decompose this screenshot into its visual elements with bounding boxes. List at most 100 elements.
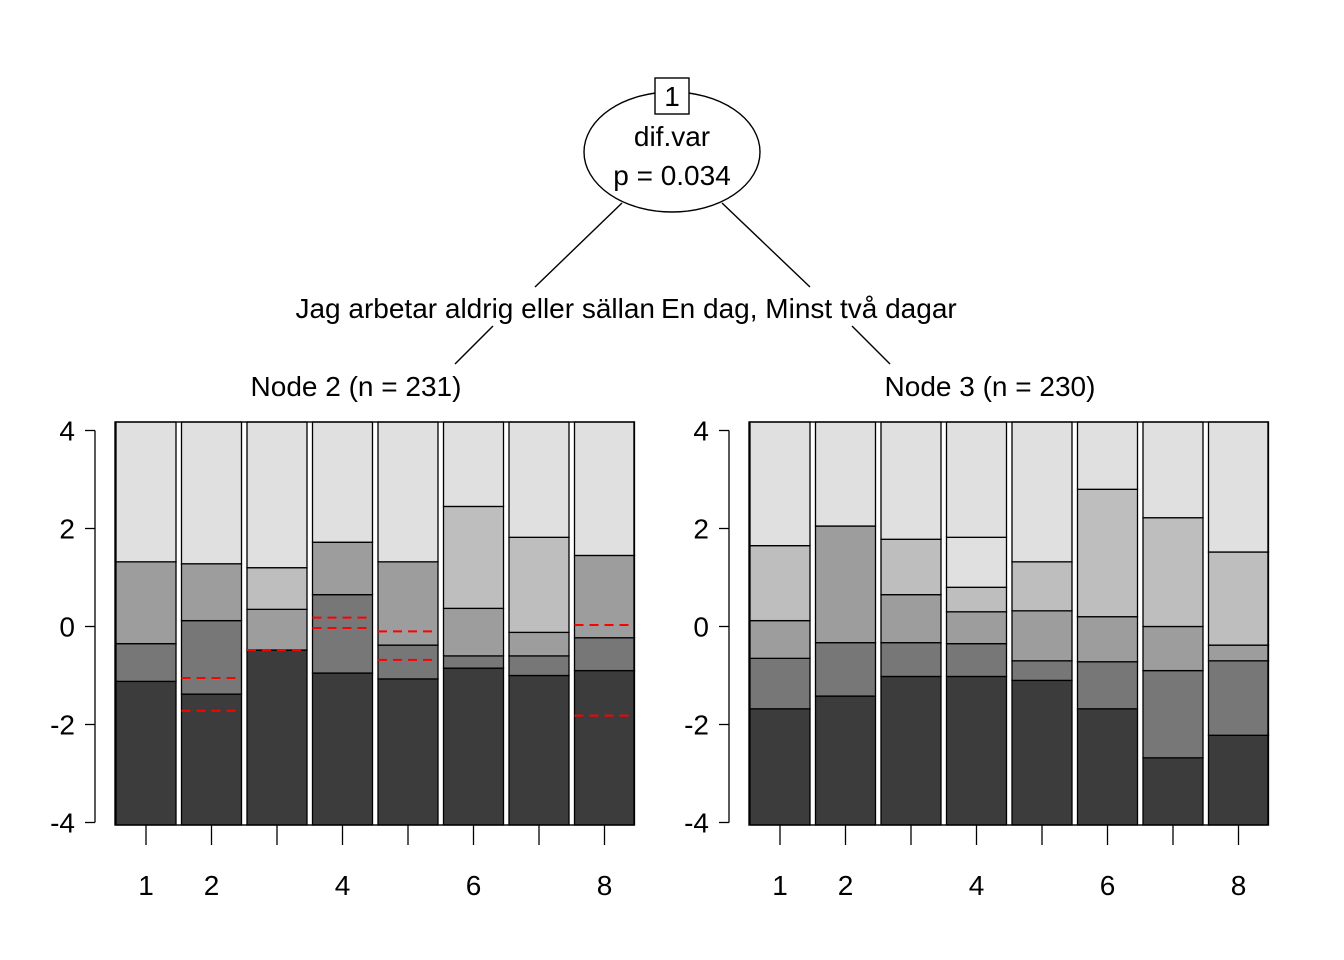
- bar-4-segment-2: [311, 594, 374, 674]
- bar-6-segment-4: [1076, 488, 1139, 618]
- edge-root-right-lower: [851, 325, 891, 365]
- x-tick-label: 1: [138, 870, 154, 901]
- bar-5-segment-3: [1011, 610, 1073, 662]
- bar-7-segment-3: [1142, 625, 1204, 672]
- bar-8-segment-3: [1207, 644, 1270, 662]
- bar-5-segment-5: [1011, 421, 1073, 563]
- bar-2-segment-3: [180, 563, 243, 622]
- bar-4-segment-3: [311, 541, 374, 596]
- bar-8-segment-2: [1207, 660, 1270, 736]
- y-tick-label: 0: [59, 612, 75, 643]
- bar-7-segment-3: [508, 631, 570, 657]
- bar-1-segment-4: [115, 421, 177, 563]
- y-tick-label: -4: [684, 808, 709, 839]
- plot-frame: [114, 421, 635, 826]
- y-tick-label: 4: [693, 416, 709, 447]
- node-3-panel: -4 -2 0 2 4 1 2 4 6 8: [684, 416, 1270, 901]
- x-tick-label: 6: [466, 870, 482, 901]
- bar-7-segment-2: [508, 655, 570, 677]
- bar-1-segment-4: [749, 545, 811, 622]
- bar-4-segment-5: [945, 536, 1008, 588]
- bar-3-segment-5: [880, 421, 942, 540]
- x-tick-label: 1: [772, 870, 788, 901]
- bar-6-segment-4: [442, 505, 505, 610]
- bar-5-segment-4: [1011, 561, 1073, 612]
- bar-4-segment-1: [311, 672, 374, 826]
- bar-1-segment-5: [749, 421, 811, 547]
- bar-4-segment-1: [945, 675, 1008, 826]
- split-label-right: En dag, Minst två dagar: [661, 293, 957, 324]
- y-tick-label: 2: [693, 514, 709, 545]
- y-tick-label: 0: [693, 612, 709, 643]
- node-2-panel: -4 -2 0 2 4 1 2 4 6 8: [50, 416, 636, 901]
- bar-2-segment-4: [180, 421, 243, 565]
- bar-2-segment-1: [814, 695, 877, 826]
- bar-6-segment-2: [442, 655, 505, 669]
- root-node-p-value: p = 0.034: [613, 160, 731, 191]
- bar-2-segment-1: [180, 693, 243, 826]
- y-tick-label: -2: [684, 710, 709, 741]
- bar-7-segment-4: [1142, 517, 1204, 628]
- bar-3-segment-3: [880, 594, 942, 644]
- bar-7-segment-1: [508, 674, 570, 826]
- edge-root-left-upper: [534, 202, 623, 288]
- bar-5-segment-2: [377, 644, 439, 680]
- bar-6-segment-1: [1076, 708, 1139, 826]
- root-node-variable: dif.var: [634, 121, 710, 152]
- x-tick-label: 8: [1231, 870, 1247, 901]
- bar-3-segment-1: [246, 649, 308, 826]
- bar-4-segment-3: [945, 611, 1008, 645]
- bar-2-segment-3: [814, 525, 877, 644]
- bar-5-segment-1: [377, 678, 439, 826]
- bar-4-segment-2: [945, 643, 1008, 678]
- x-tick-label: 8: [597, 870, 613, 901]
- x-tick-label: 2: [204, 870, 220, 901]
- bar-8-segment-4: [573, 421, 636, 557]
- y-tick-label: 4: [59, 416, 75, 447]
- bar-3-segment-5: [246, 421, 308, 569]
- bar-6-segment-1: [442, 667, 505, 826]
- bar-3-segment-3: [246, 608, 308, 651]
- bar-5-segment-3: [377, 561, 439, 646]
- bar-6-segment-5: [1076, 421, 1139, 490]
- bar-5-segment-2: [1011, 660, 1073, 682]
- node-2-title: Node 2 (n = 231): [251, 371, 462, 402]
- bar-7-segment-1: [1142, 757, 1204, 826]
- bar-2-segment-4: [814, 421, 877, 527]
- node-3-title: Node 3 (n = 230): [885, 371, 1096, 402]
- bar-4-segment-4: [311, 421, 374, 543]
- bar-4-segment-6: [945, 421, 1008, 538]
- y-tick-label: 2: [59, 514, 75, 545]
- y-tick-label: -4: [50, 808, 75, 839]
- bar-6-segment-2: [1076, 661, 1139, 710]
- bar-5-segment-4: [377, 421, 439, 563]
- bar-8-segment-2: [573, 637, 636, 672]
- plot-frame: [748, 421, 1269, 826]
- root-node-id-box: [654, 77, 690, 115]
- edge-root-right-upper: [721, 202, 811, 288]
- bar-3-segment-4: [880, 538, 942, 596]
- bar-2-segment-2: [180, 619, 243, 695]
- bar-1-segment-3: [749, 619, 811, 659]
- x-tick-label: 4: [969, 870, 985, 901]
- y-tick-label: -2: [50, 710, 75, 741]
- bar-1-segment-1: [749, 708, 811, 826]
- bar-8-segment-1: [573, 669, 636, 826]
- bar-2-segment-2: [814, 642, 877, 697]
- bar-1-segment-2: [115, 643, 177, 683]
- bar-8-segment-5: [1207, 421, 1270, 553]
- bar-3-segment-4: [246, 567, 308, 611]
- x-tick-label: 6: [1100, 870, 1116, 901]
- bar-8-segment-4: [1207, 551, 1270, 646]
- bar-8-segment-1: [1207, 734, 1270, 826]
- bar-3-segment-2: [880, 642, 942, 678]
- bar-7-segment-5: [1142, 421, 1204, 519]
- bar-4-segment-4: [945, 586, 1008, 613]
- bar-7-segment-2: [1142, 669, 1204, 759]
- edge-root-left-lower: [454, 325, 494, 365]
- bar-6-segment-3: [442, 607, 505, 657]
- bar-5-segment-1: [1011, 679, 1073, 826]
- bar-1-segment-1: [115, 680, 177, 826]
- bar-7-segment-5: [508, 421, 570, 538]
